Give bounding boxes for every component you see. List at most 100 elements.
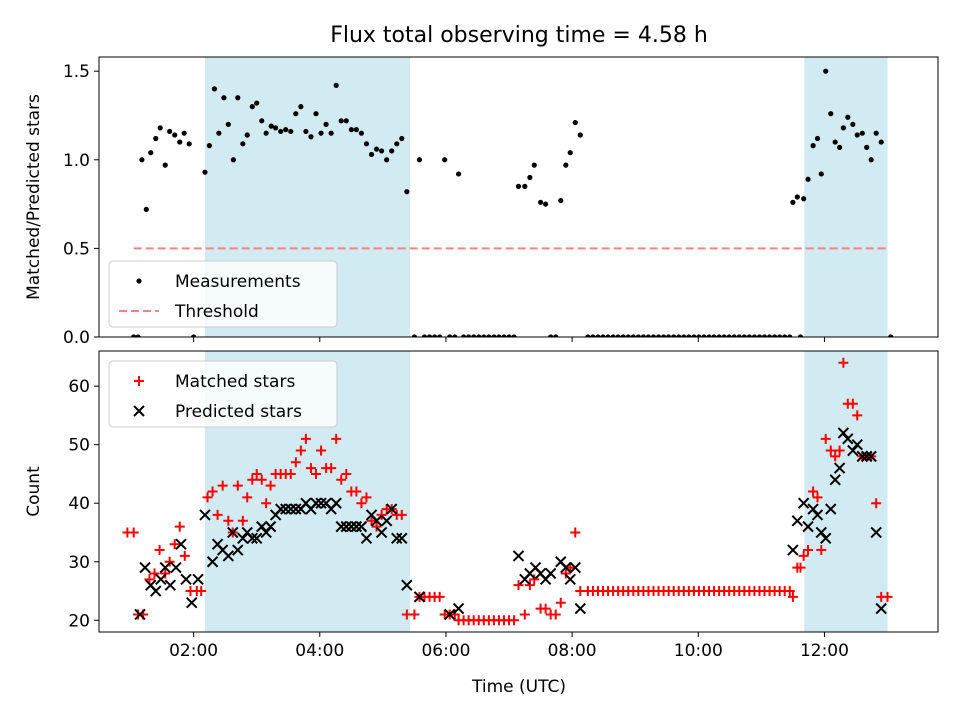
measurement-point-68 bbox=[471, 334, 477, 337]
measurement-point-19 bbox=[225, 121, 231, 127]
matched-star-point-133 bbox=[795, 562, 806, 573]
measurement-point-122 bbox=[746, 334, 752, 337]
legend: Measurements Threshold bbox=[108, 260, 338, 328]
measurement-point-42 bbox=[338, 118, 344, 124]
predicted-star-point-85 bbox=[865, 450, 877, 463]
measurement-point-43 bbox=[343, 118, 349, 124]
matched-star-point-137 bbox=[812, 492, 823, 503]
measurement-point-44 bbox=[348, 127, 354, 133]
predicted-star-point-50 bbox=[391, 532, 403, 545]
legend-label-1: Predicted stars bbox=[175, 402, 302, 422]
measurement-point-51 bbox=[384, 157, 390, 163]
measurement-point-116 bbox=[716, 334, 722, 337]
measurement-point-64 bbox=[452, 334, 458, 337]
measurement-point-86 bbox=[563, 162, 569, 168]
matched-star-point-9 bbox=[169, 539, 180, 550]
measurement-point-72 bbox=[491, 334, 497, 337]
measurement-point-65 bbox=[455, 171, 462, 177]
matched-star-point-135 bbox=[803, 545, 814, 556]
predicted-star-point-41 bbox=[345, 520, 358, 533]
legend-marker-predicted bbox=[133, 405, 145, 417]
matched-star-point-37 bbox=[311, 468, 322, 479]
predicted-star-point-68 bbox=[787, 544, 799, 556]
matched-star-point-8 bbox=[164, 556, 175, 567]
measurement-point-70 bbox=[481, 334, 487, 337]
measurement-point-7 bbox=[162, 162, 168, 168]
measurement-point-36 bbox=[308, 134, 314, 140]
measurement-point-21 bbox=[235, 95, 241, 101]
matched-star-point-18 bbox=[217, 480, 228, 491]
predicted-star-point-72 bbox=[807, 503, 819, 515]
measurement-point-3 bbox=[143, 206, 149, 213]
measurement-point-9 bbox=[172, 132, 178, 138]
measurement-point-39 bbox=[323, 121, 329, 127]
measurement-point-25 bbox=[254, 100, 260, 106]
matched-star-point-82 bbox=[540, 603, 551, 614]
shaded-span-1 bbox=[804, 351, 888, 632]
matched-star-point-26 bbox=[256, 474, 267, 485]
predicted-star-point-65 bbox=[564, 573, 576, 586]
matched-star-point-34 bbox=[295, 445, 306, 456]
measurement-point-54 bbox=[399, 135, 405, 142]
measurement-point-47 bbox=[363, 141, 370, 147]
predicted-star-point-48 bbox=[380, 515, 393, 527]
plot-frame bbox=[98, 350, 939, 633]
matched-star-point-6 bbox=[154, 545, 165, 556]
measurement-point-15 bbox=[206, 143, 212, 149]
matched-star-point-54 bbox=[396, 509, 407, 520]
top-panel: 0.0 0.5 1.0 1.5 Matched/Predicted stars Measu… bbox=[24, 56, 939, 348]
measurement-point-77 bbox=[515, 183, 522, 189]
matched-star-point-61 bbox=[434, 591, 445, 602]
y-tick-label-0: 0.0 bbox=[63, 328, 90, 348]
predicted-star-point-81 bbox=[847, 444, 859, 457]
predicted-star-point-18 bbox=[232, 544, 244, 556]
measurement-point-73 bbox=[496, 334, 502, 337]
measurement-point-76 bbox=[511, 334, 517, 337]
measurement-point-120 bbox=[736, 334, 742, 337]
measurement-point-126 bbox=[766, 334, 773, 337]
predicted-star-point-38 bbox=[330, 497, 342, 509]
predicted-star-point-16 bbox=[222, 550, 235, 562]
measurement-point-63 bbox=[447, 334, 453, 337]
measurement-point-150 bbox=[873, 130, 879, 136]
plot-frame bbox=[98, 56, 939, 338]
x-tick-label-2: 06:00 bbox=[421, 641, 470, 661]
matched-star-point-78 bbox=[519, 609, 530, 620]
measurement-point-69 bbox=[476, 334, 482, 337]
predicted-star-point-0 bbox=[134, 608, 146, 621]
matched-star-point-19 bbox=[223, 515, 234, 526]
measurement-point-16 bbox=[211, 86, 218, 92]
predicted-star-point-22 bbox=[250, 532, 263, 545]
predicted-star-point-5 bbox=[159, 561, 171, 574]
measurement-point-146 bbox=[854, 132, 860, 138]
measurement-point-112 bbox=[696, 334, 702, 337]
measurement-point-90 bbox=[585, 334, 591, 337]
predicted-star-point-43 bbox=[355, 520, 368, 533]
predicted-star-point-11 bbox=[192, 573, 204, 586]
matched-star-point-38 bbox=[316, 445, 327, 456]
matched-star-point-25 bbox=[251, 468, 262, 479]
matched-star-point-77 bbox=[513, 580, 524, 591]
measurement-point-61 bbox=[437, 334, 443, 337]
measurement-point-131 bbox=[790, 199, 796, 205]
predicted-star-point-3 bbox=[150, 585, 162, 597]
measurement-point-83 bbox=[548, 334, 554, 337]
predicted-star-point-23 bbox=[256, 520, 268, 533]
y-tick-label-2: 40 bbox=[68, 494, 90, 514]
matched-star-point-47 bbox=[361, 492, 372, 503]
measurement-point-92 bbox=[595, 334, 601, 337]
predicted-star-point-78 bbox=[833, 462, 846, 474]
measurement-point-2 bbox=[139, 157, 145, 163]
predicted-star-point-73 bbox=[811, 509, 824, 521]
measurement-point-38 bbox=[318, 130, 324, 136]
matched-star-point-22 bbox=[237, 515, 248, 526]
matched-star-point-36 bbox=[305, 463, 316, 474]
legend-label-0: Measurements bbox=[175, 272, 301, 292]
legend-box bbox=[108, 360, 338, 428]
matched-star-point-76 bbox=[509, 615, 520, 626]
measurement-point-149 bbox=[868, 157, 874, 163]
predicted-star-point-25 bbox=[264, 520, 277, 533]
y-axis-label: Matched/Predicted stars bbox=[24, 94, 44, 300]
predicted-star-point-55 bbox=[452, 602, 465, 615]
measurement-point-14 bbox=[202, 169, 208, 175]
